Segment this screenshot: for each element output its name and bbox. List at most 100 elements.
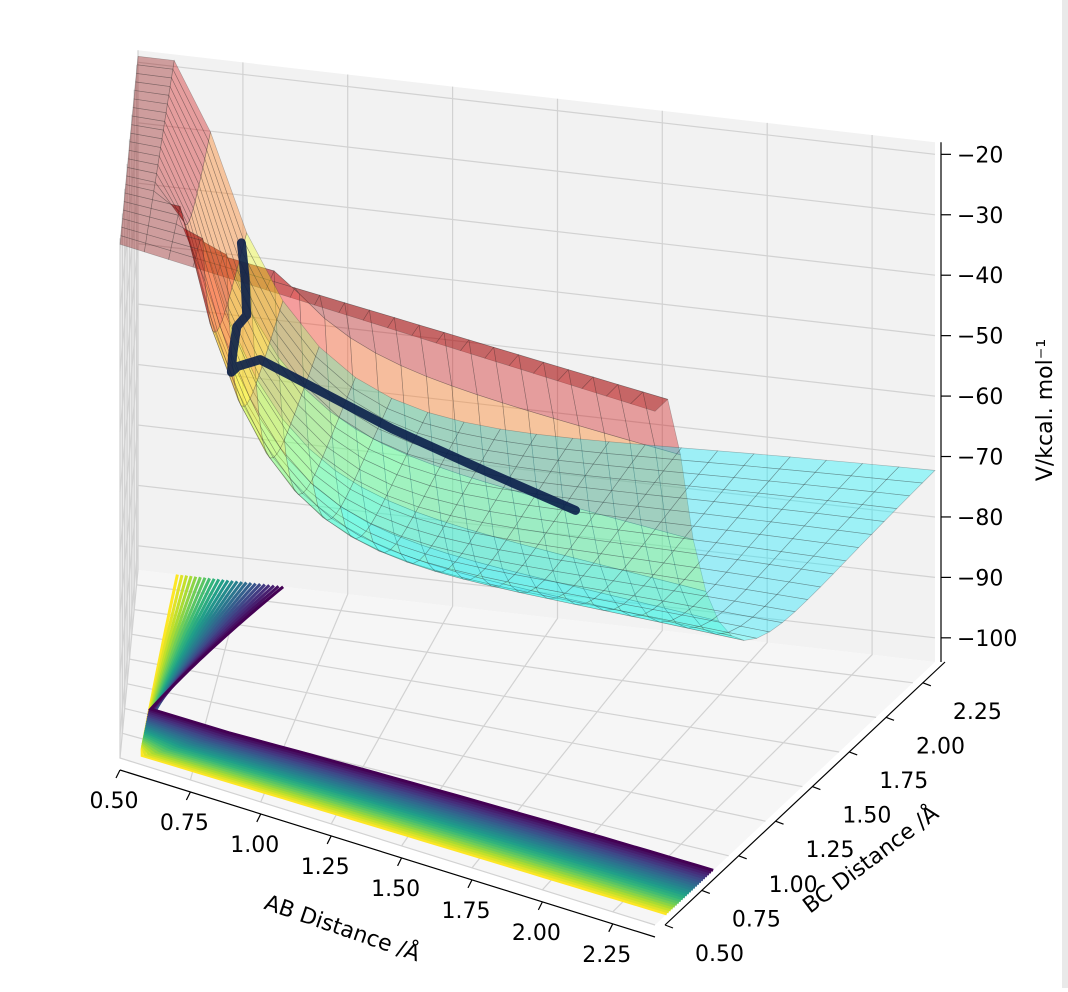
surface-patch [289,287,321,306]
surface-patch [520,504,563,522]
surface-patch [748,534,794,552]
surface-patch [676,622,717,635]
trajectory [226,238,580,515]
surface-patch [510,585,548,599]
surface-patch [537,532,579,550]
contour-line [147,585,712,874]
surface-patch [662,590,705,607]
x-tick-label: 2.25 [582,943,631,968]
surface-patch [475,522,515,540]
surface-patch [593,590,635,605]
surface-patch [757,564,802,583]
surface-patch [569,537,611,555]
contour-line [147,584,710,876]
surface-patch [452,432,495,451]
surface-patch [196,183,233,298]
surface-patch [739,616,784,633]
surface-patch [768,468,816,485]
grid-line-x [471,110,663,869]
surface-patch [161,129,196,210]
surface-patch [338,302,370,321]
surface-patch [407,454,442,522]
surface-patch [158,146,192,222]
surface-patch [457,421,501,441]
surface-patch [825,529,873,548]
surface-patch [319,294,351,339]
grid-line-x [189,62,244,781]
surface-patch [632,585,675,602]
x-tick-label: 0.75 [160,811,209,836]
surface-patch [350,536,385,553]
surface-patch [493,536,530,577]
surface-patch [582,564,624,582]
surface-patch [573,575,615,591]
surface-patch [714,571,759,590]
surface-patch [690,613,733,637]
surface-patch [605,384,644,405]
surface-patch [406,516,445,537]
surface-patch [168,250,196,268]
surface-patch [529,543,571,561]
surface-patch [283,431,320,476]
surface-patch [745,576,790,595]
surface-patch [780,538,827,557]
surface-patch [354,468,393,496]
surface-patch [666,532,707,592]
surface-patch [131,115,166,131]
surface-patch [652,577,693,615]
surface-patch [120,226,148,244]
grid-line-z [119,61,936,251]
surface-patch [642,391,681,456]
grid-line-x [330,86,454,825]
surface-patch [363,448,403,476]
surface-patch [401,526,439,547]
surface-patch [630,391,669,412]
surface-patch [192,200,228,314]
y-axis-line [664,661,946,926]
surface-patch [375,505,414,528]
surface-patch [440,568,479,580]
surface-patch [592,452,638,468]
surface-patch [133,90,170,105]
surface-patch [294,490,328,521]
surface-patch [557,448,602,465]
surface-patch [474,561,512,587]
surface-patch [519,591,557,599]
surface-patch [396,463,437,487]
surface-patch [401,453,442,476]
surface-patch [747,492,794,510]
surface-patch [381,442,415,512]
surface-patch [437,525,476,545]
surface-patch [776,581,822,600]
surface-patch [132,98,168,114]
surface-patch [792,484,840,501]
contour-line [144,580,694,891]
surface-patch [710,611,754,627]
surface-patch [345,488,382,516]
surface-patch [281,417,314,487]
contour-line [140,574,670,914]
surface-patch [483,578,520,593]
surface-patch [231,361,263,441]
surface-patch [273,319,313,377]
z-tick-label: −70 [957,446,1003,471]
surface-patch [173,223,204,241]
surface-patch [553,417,590,512]
surface-patch [640,525,680,586]
surface-patch [861,491,911,509]
grid-line-x [119,50,139,759]
surface-patch [372,541,408,563]
surface-patch [513,516,555,534]
surface-patch [636,493,681,511]
y-tick-label: 1.00 [769,873,818,898]
surface-patch [339,505,374,543]
surface-patch [454,571,492,587]
surface-patch [369,309,402,367]
surface-patch [412,559,450,573]
grid-line-x [541,122,768,891]
surface-patch [715,632,757,641]
surface-patch [128,141,161,157]
y-tick [922,682,932,687]
surface-patch [440,520,476,563]
